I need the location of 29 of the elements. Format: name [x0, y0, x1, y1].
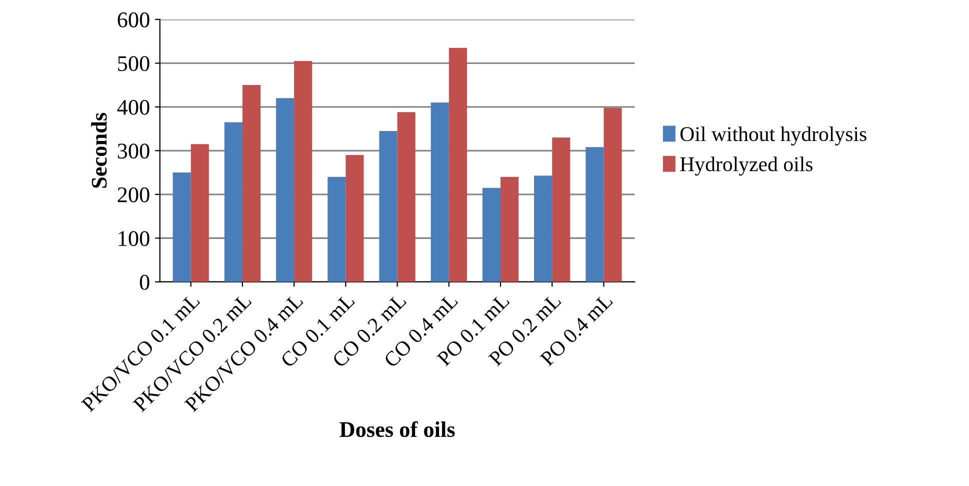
y-tick-label: 300: [118, 144, 150, 159]
bar: [482, 188, 501, 282]
bar: [448, 48, 467, 282]
bar: [190, 144, 209, 282]
y-tick-label: 500: [118, 56, 150, 72]
x-axis-title: Doses of oils: [340, 421, 455, 438]
bar: [604, 108, 622, 282]
bar: [172, 172, 191, 282]
bar: [346, 155, 364, 282]
y-tick-label: 100: [118, 231, 150, 246]
y-tick-label: 200: [118, 187, 150, 202]
bar: [379, 130, 398, 282]
bar: [500, 176, 519, 282]
y-axis-title: Seconds: [91, 112, 107, 188]
bar: [552, 138, 570, 282]
legend-label: Hydrolyzed oils: [680, 156, 813, 176]
bar: [586, 147, 604, 282]
bar: [397, 112, 416, 282]
bar: [328, 176, 346, 282]
bar: [534, 176, 552, 282]
bar: [276, 98, 294, 282]
bar: [294, 60, 312, 282]
y-tick-label: 600: [118, 12, 150, 28]
y-tick-label: 400: [117, 100, 150, 115]
bar: [242, 85, 261, 282]
y-tick-label: 0: [140, 274, 150, 290]
bar: [430, 102, 449, 282]
bar: [224, 122, 242, 282]
legend-label: Oil without hydrolysis: [680, 126, 866, 146]
